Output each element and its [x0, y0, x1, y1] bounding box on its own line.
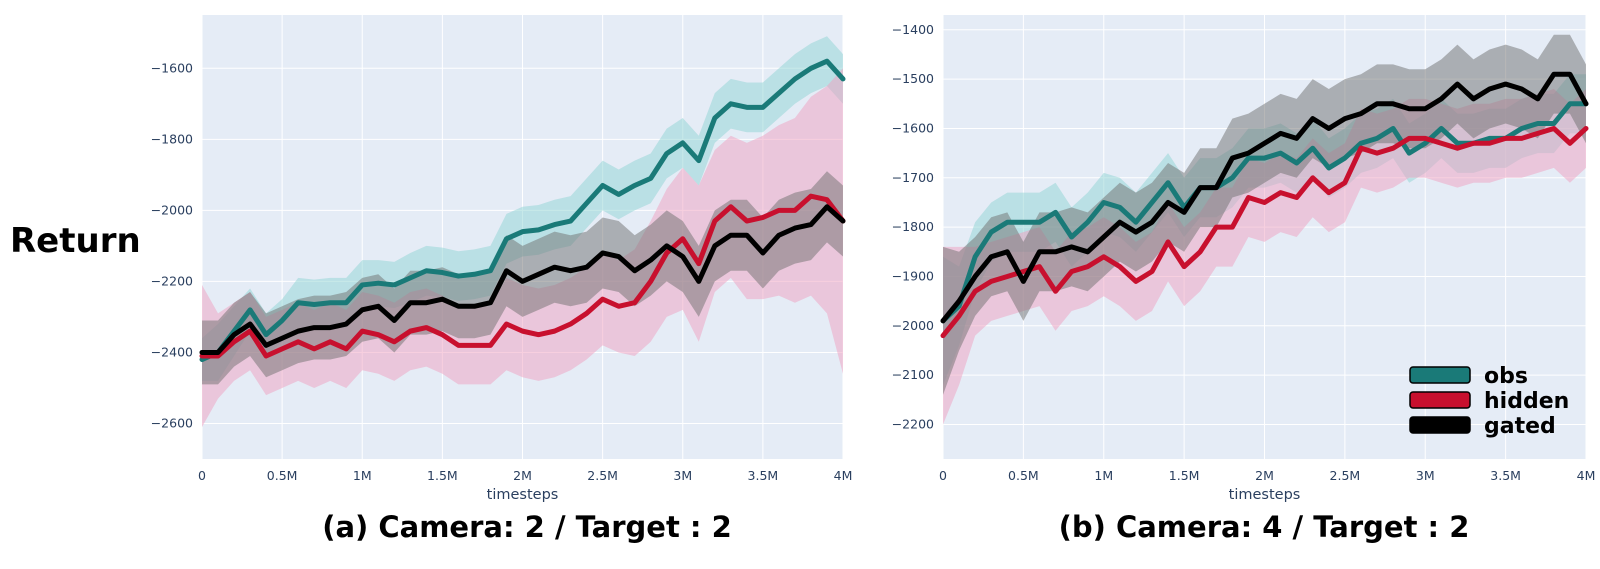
y-tick-label: −1900 — [892, 268, 934, 283]
legend-label-hidden: hidden — [1484, 389, 1569, 414]
legend: obs hidden gated — [1409, 364, 1569, 439]
caption-b: (b) Camera: 4 / Target : 2 — [1059, 510, 1470, 544]
x-axis-title: timesteps — [1229, 487, 1301, 503]
y-tick-label: −1400 — [892, 22, 934, 37]
y-tick-label: −2000 — [892, 318, 934, 333]
x-tick-label: 1M — [353, 468, 372, 483]
y-tick-label: −2200 — [892, 416, 934, 431]
x-tick-label: 2M — [1255, 468, 1274, 483]
x-tick-label: 3M — [1416, 468, 1435, 483]
x-tick-label: 2M — [513, 468, 532, 483]
series-line-gated — [940, 71, 1589, 324]
x-tick-label: 3.5M — [1490, 468, 1521, 483]
band-hidden — [943, 89, 1586, 425]
legend-swatch-gated — [1409, 416, 1471, 434]
x-axis-title: timesteps — [487, 487, 559, 503]
caption-a: (a) Camera: 2 / Target : 2 — [322, 510, 732, 544]
y-tick-label: −1700 — [892, 170, 934, 185]
x-tick-label: 1.5M — [1169, 468, 1200, 483]
x-tick-label: 1.5M — [427, 468, 458, 483]
legend-swatch-hidden — [1409, 391, 1471, 409]
legend-label-gated: gated — [1484, 414, 1556, 439]
legend-swatch-obs — [1409, 366, 1471, 384]
band-gated — [943, 34, 1586, 395]
series-line-obs — [199, 58, 846, 363]
x-tick-label: 0.5M — [1008, 468, 1039, 483]
x-tick-label: 0 — [939, 468, 947, 483]
legend-label-obs: obs — [1484, 364, 1528, 389]
x-tick-label: 3M — [673, 468, 692, 483]
y-tick-label: −2600 — [151, 415, 193, 430]
y-tick-label: −2100 — [892, 367, 934, 382]
y-tick-label: −1600 — [151, 60, 193, 75]
x-tick-label: 4M — [834, 468, 853, 483]
figure-ylabel: Return — [10, 221, 141, 261]
panel-a: 0 0.5M 1M 1.5M 2M 2.5M 3M 3.5M 4M −2600 −2400 −2200… — [151, 15, 853, 503]
y-tick-label: −1800 — [892, 219, 934, 234]
x-tick-label: 3.5M — [748, 468, 779, 483]
y-tick-label: −1500 — [892, 71, 934, 86]
panel-b: 0 0.5M 1M 1.5M 2M 2.5M 3M 3.5M 4M −2200 −2100 −2000… — [892, 15, 1596, 503]
x-tick-label: 0.5M — [267, 468, 298, 483]
y-tick-label: −2000 — [151, 202, 193, 217]
series-line-gated — [199, 204, 846, 355]
x-tick-label: 2.5M — [587, 468, 618, 483]
y-tick-label: −1600 — [892, 120, 934, 135]
series-line-hidden — [940, 125, 1589, 339]
x-tick-label: 1M — [1094, 468, 1113, 483]
x-tick-label: 0 — [198, 468, 206, 483]
x-tick-label: 4M — [1577, 468, 1596, 483]
x-tick-label: 2.5M — [1330, 468, 1361, 483]
y-tick-label: −2200 — [151, 273, 193, 288]
series-line-hidden — [199, 193, 846, 359]
y-tick-label: −2400 — [151, 344, 193, 359]
y-tick-label: −1800 — [151, 131, 193, 146]
